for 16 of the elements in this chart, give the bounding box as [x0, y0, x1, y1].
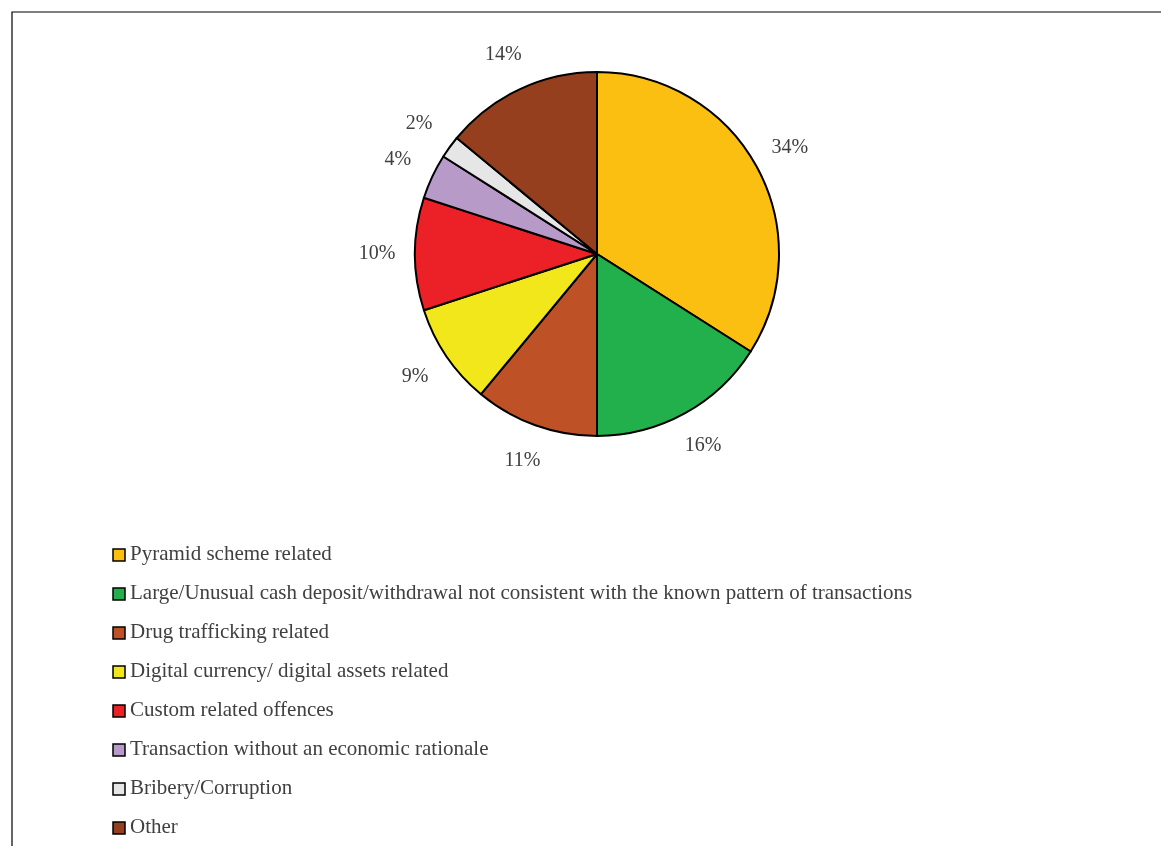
legend-label: Transaction without an economic rationale — [130, 735, 489, 760]
data-label: 16% — [684, 433, 722, 456]
legend-label: Custom related offences — [130, 696, 334, 721]
data-label: 14% — [484, 41, 522, 64]
legend-label: Digital currency/ digital assets related — [130, 657, 449, 682]
data-label: 34% — [771, 134, 809, 157]
data-label: 11% — [504, 447, 541, 470]
data-label: 10% — [358, 240, 396, 263]
legend-label: Pyramid scheme related — [130, 540, 333, 565]
data-label: 2% — [405, 111, 433, 134]
legend-label: Bribery/Corruption — [130, 774, 293, 799]
data-label: 9% — [401, 364, 429, 387]
legend-label: Large/Unusual cash deposit/withdrawal not consistent with the known pattern of transactions — [130, 579, 913, 604]
legend-label: Drug trafficking related — [130, 618, 330, 643]
data-label: 4% — [384, 146, 412, 169]
legend-label: Other — [130, 813, 178, 838]
